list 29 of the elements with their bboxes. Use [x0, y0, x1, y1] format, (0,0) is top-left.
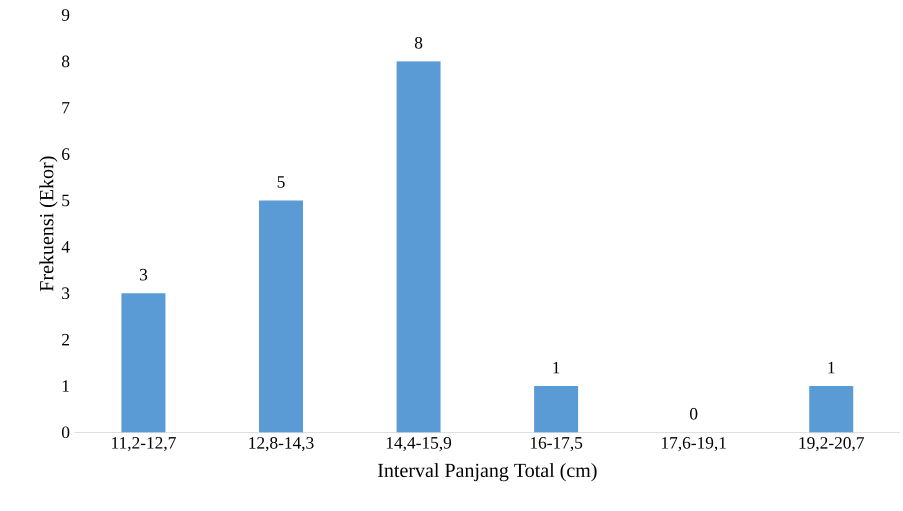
y-tick-label: 1: [62, 380, 69, 392]
bar: [259, 200, 303, 432]
x-tick-label: 17,6-19,1: [662, 437, 726, 452]
bar: [534, 386, 578, 432]
x-tick-label: 11,2-12,7: [112, 437, 176, 452]
y-axis-title: Frekuensi (Ekor): [39, 156, 58, 292]
y-tick-label: 0: [62, 426, 70, 438]
y-tick-label: 9: [62, 9, 70, 21]
data-label: 3: [140, 268, 148, 281]
data-label: 8: [414, 36, 422, 49]
y-tick-label: 8: [62, 56, 70, 68]
x-axis-title: Interval Panjang Total (cm): [378, 463, 597, 482]
y-tick-label: 5: [62, 194, 70, 206]
y-tick-label: 2: [62, 334, 70, 346]
x-tick-label: 19,2-20,7: [800, 437, 864, 452]
y-tick-label: 6: [62, 148, 70, 160]
data-label: 1: [553, 362, 560, 374]
bar: [396, 61, 441, 432]
x-tick-label: 16-17,5: [530, 437, 582, 452]
y-tick-label: 7: [62, 102, 70, 114]
bar: [121, 293, 166, 432]
x-tick-label: 12,8-14,3: [249, 437, 314, 452]
data-label: 0: [690, 408, 698, 420]
bar: [809, 386, 854, 432]
data-label: 1: [828, 362, 835, 374]
x-tick-label: 14,4-15,9: [386, 437, 452, 452]
y-tick-label: 4: [62, 241, 70, 253]
y-tick-label: 3: [62, 287, 70, 300]
data-label: 5: [278, 176, 285, 188]
